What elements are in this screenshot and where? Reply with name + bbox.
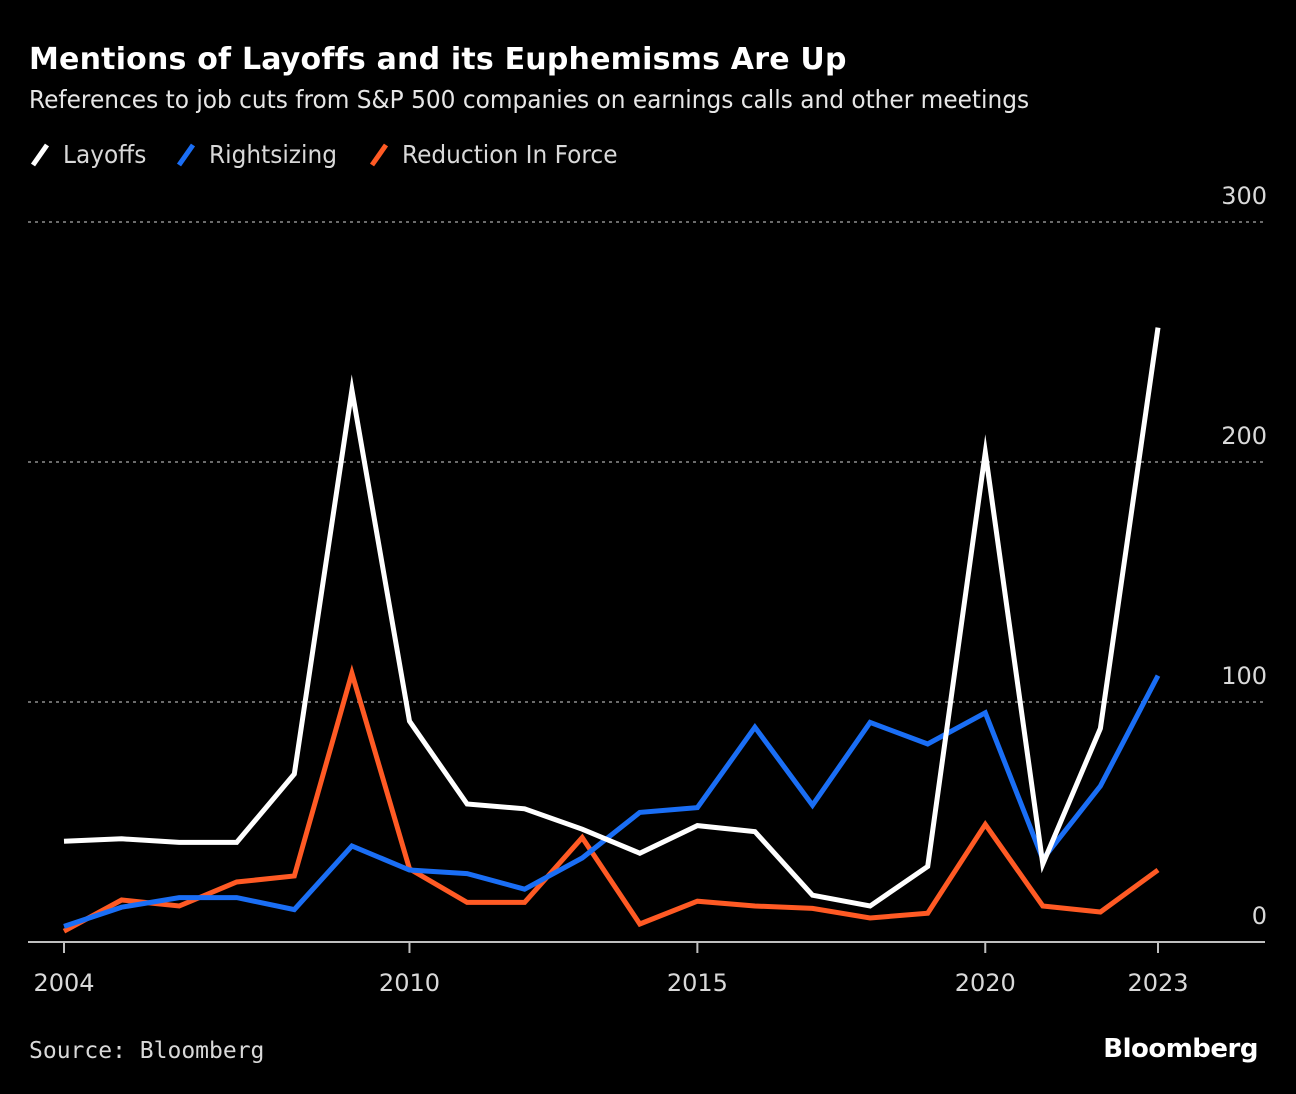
legend: Layoffs Rightsizing Reduction In Force [29, 140, 656, 169]
y-tick-label-200: 200 [1221, 422, 1267, 450]
y-axis-ticks: 0 100 200 300 [1221, 182, 1267, 930]
x-tick-label-2023: 2023 [1127, 969, 1188, 997]
legend-label-layoffs: Layoffs [63, 140, 147, 169]
bloomberg-logo: Bloomberg [1103, 1034, 1258, 1064]
series-line-rightsizing [63, 674, 1161, 929]
source-note: Source: Bloomberg [29, 1038, 265, 1064]
legend-item-rightsizing[interactable]: Rightsizing [175, 140, 347, 169]
legend-label-rightsizing: Rightsizing [208, 140, 337, 169]
x-tick-label-2010: 2010 [379, 969, 440, 997]
gridlines [28, 221, 1265, 703]
x-tick-label-2015: 2015 [667, 969, 728, 997]
x-axis: 2004 2010 2015 2020 2023 [28, 941, 1265, 997]
chart-subtitle: References to job cuts from S&P 500 comp… [29, 85, 1030, 114]
x-tick-label-2004: 2004 [33, 969, 94, 997]
series-line-reduction-in-force [62, 664, 1160, 934]
y-tick-label-300: 300 [1221, 182, 1267, 210]
series-lines [62, 327, 1161, 934]
legend-item-reduction-in-force[interactable]: Reduction In Force [368, 140, 634, 169]
legend-swatch-reduction-in-force-icon [370, 143, 389, 166]
legend-label-reduction-in-force: Reduction In Force [402, 140, 618, 169]
series-line-layoffs [63, 327, 1161, 909]
x-tick-label-2020: 2020 [955, 969, 1016, 997]
legend-swatch-rightsizing-icon [176, 143, 195, 166]
legend-swatch-layoffs-icon [30, 143, 50, 166]
y-tick-label-100: 100 [1221, 662, 1267, 690]
legend-item-layoffs[interactable]: Layoffs [29, 140, 153, 169]
y-tick-label-0: 0 [1252, 902, 1267, 930]
chart-title: Mentions of Layoffs and its Euphemisms A… [29, 42, 847, 77]
